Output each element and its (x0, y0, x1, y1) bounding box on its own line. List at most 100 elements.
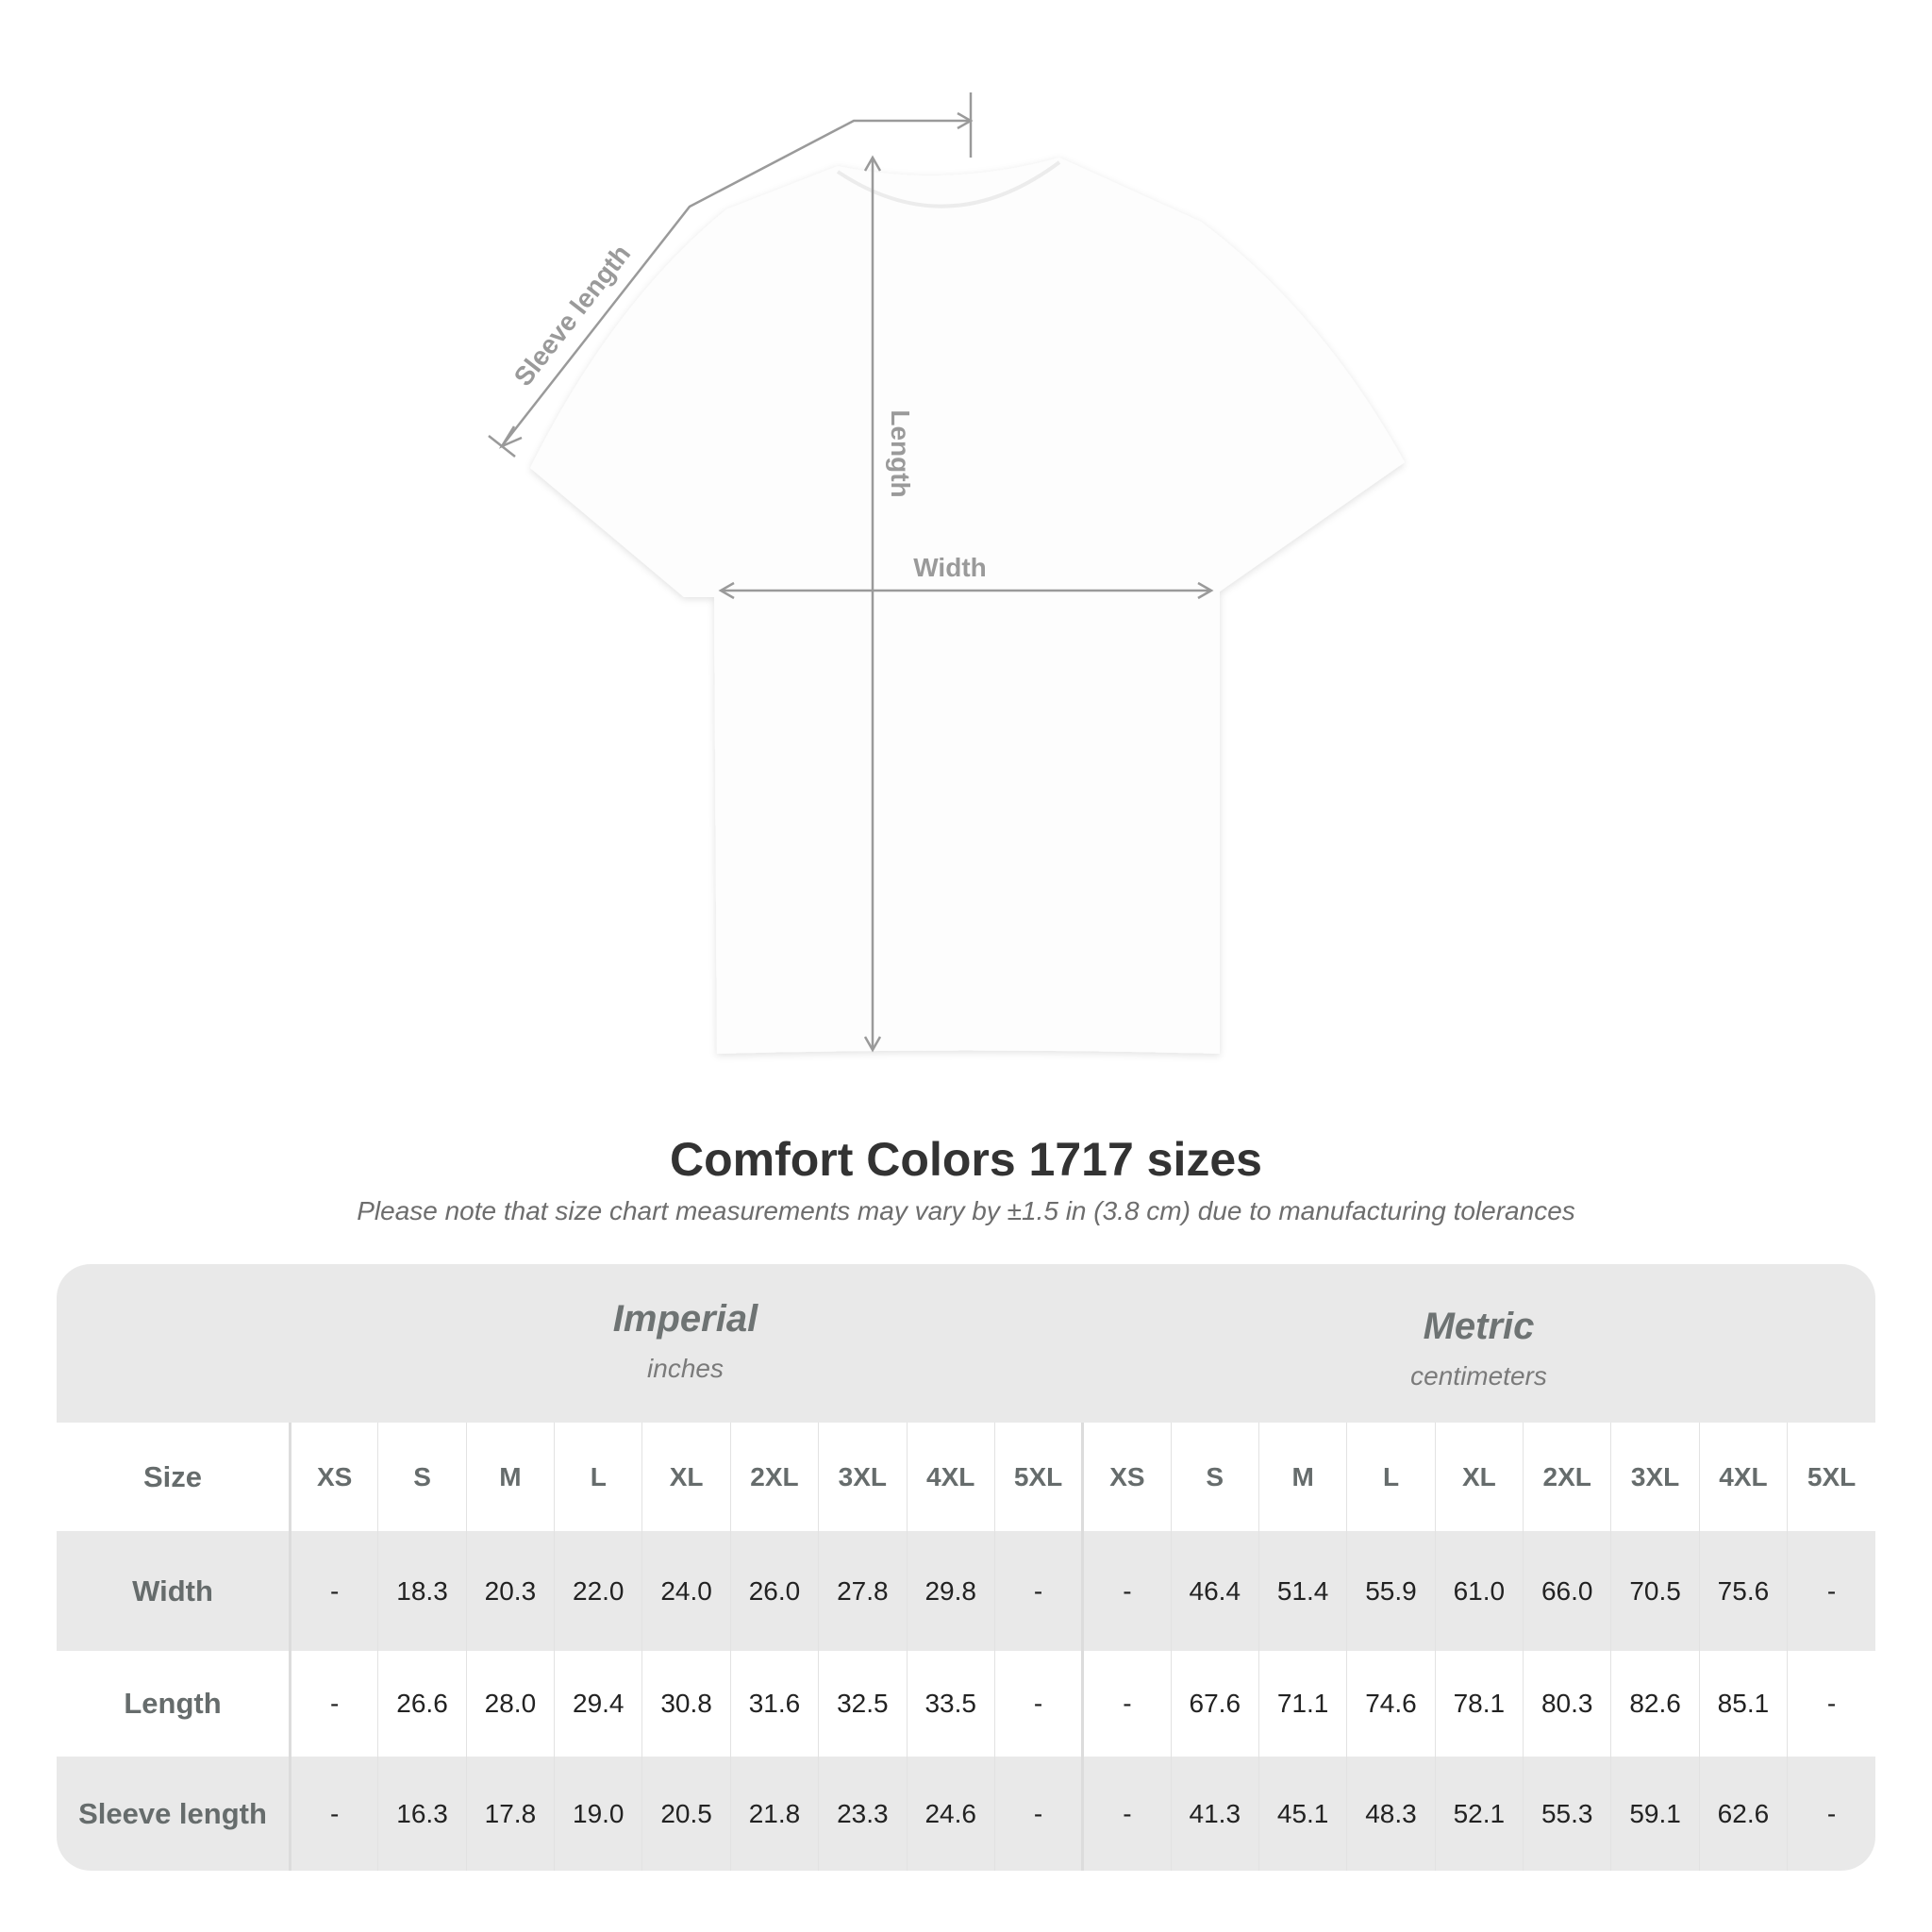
imperial-size-xl: XL (641, 1423, 731, 1531)
table-row: Sleeve length -16.3 17.8 19.0 20.5 21.8 23.3 24… (57, 1757, 1875, 1871)
metric-value-cell: 46.4 (1170, 1531, 1259, 1651)
imperial-value-cell: 23.3 (818, 1757, 908, 1871)
imperial-header: Imperial inches (289, 1298, 1082, 1384)
metric-size-5xl: 5XL (1787, 1423, 1875, 1531)
imperial-value-cell: 22.0 (554, 1531, 642, 1651)
imperial-value-cell: - (993, 1651, 1083, 1757)
imperial-size-2xl: 2XL (729, 1423, 819, 1531)
metric-value-cell: 66.0 (1523, 1531, 1611, 1651)
page-title: Comfort Colors 1717 sizes (670, 1133, 1262, 1186)
metric-value-cell: 51.4 (1257, 1531, 1347, 1651)
metric-value-cell: 45.1 (1257, 1757, 1347, 1871)
metric-value-cell: - (1787, 1531, 1875, 1651)
sleeve-length-line (501, 119, 971, 447)
imperial-value-cell: - (289, 1531, 378, 1651)
metric-value-cell: 71.1 (1257, 1651, 1347, 1757)
metric-value-cell: 61.0 (1434, 1531, 1524, 1651)
imperial-value-cell: - (289, 1651, 378, 1757)
tshirt-image (530, 158, 1405, 1054)
metric-size-xl: XL (1434, 1423, 1524, 1531)
width-arrow-icon (718, 581, 735, 600)
metric-size-l: L (1346, 1423, 1436, 1531)
imperial-value-cell: 32.5 (818, 1651, 908, 1757)
size-header-label: Size (57, 1423, 291, 1531)
imperial-size-l: L (554, 1423, 642, 1531)
imperial-title: Imperial (612, 1298, 758, 1340)
imperial-value-cell: 20.3 (465, 1531, 555, 1651)
length-label: Length (886, 409, 915, 497)
imperial-value-cell: 26.0 (729, 1531, 819, 1651)
metric-title: Metric (1423, 1306, 1535, 1347)
metric-value-cell: - (1081, 1531, 1172, 1651)
row-label: Length (57, 1651, 291, 1757)
metric-value-cell: 59.1 (1610, 1757, 1700, 1871)
imperial-value-cell: 24.0 (641, 1531, 731, 1651)
metric-value-cell: 85.1 (1698, 1651, 1788, 1757)
length-arrow-icon (863, 1036, 882, 1053)
length-arrow-icon (863, 155, 882, 172)
metric-value-cell: 52.1 (1434, 1757, 1524, 1871)
imperial-value-cell: - (993, 1531, 1083, 1651)
imperial-size-4xl: 4XL (906, 1423, 995, 1531)
imperial-value-cell: 20.5 (641, 1757, 731, 1871)
sleeve-arrow-icon (498, 425, 523, 449)
metric-value-cell: 67.6 (1170, 1651, 1259, 1757)
imperial-value-cell: 18.3 (377, 1531, 467, 1651)
imperial-unit: inches (647, 1354, 724, 1383)
metric-value-cell: 74.6 (1346, 1651, 1436, 1757)
metric-value-cell: 62.6 (1698, 1757, 1788, 1871)
metric-header: Metric centimeters (1082, 1306, 1875, 1391)
width-arrow-icon (1197, 581, 1214, 600)
imperial-size-xs: XS (289, 1423, 378, 1531)
imperial-value-cell: 26.6 (377, 1651, 467, 1757)
size-chart-table: Imperial inches Metric centimeters Size X… (57, 1264, 1875, 1871)
metric-value-cell: 55.3 (1523, 1757, 1611, 1871)
metric-value-cell: 41.3 (1170, 1757, 1259, 1871)
metric-value-cell: 75.6 (1698, 1531, 1788, 1651)
imperial-size-3xl: 3XL (818, 1423, 908, 1531)
imperial-value-cell: 24.6 (906, 1757, 995, 1871)
metric-size-4xl: 4XL (1698, 1423, 1788, 1531)
imperial-value-cell: 29.4 (554, 1651, 642, 1757)
row-label: Width (57, 1531, 291, 1651)
imperial-value-cell: 29.8 (906, 1531, 995, 1651)
table-row: Length -26.6 28.0 29.4 30.8 31.6 32.5 33.5- -67.… (57, 1651, 1875, 1757)
imperial-size-5xl: 5XL (993, 1423, 1083, 1531)
tshirt-measurement-diagram: Sleeve length Length Width (488, 92, 1405, 1054)
metric-value-cell: 55.9 (1346, 1531, 1436, 1651)
imperial-value-cell: 19.0 (554, 1757, 642, 1871)
metric-size-m: M (1257, 1423, 1347, 1531)
imperial-value-cell: - (289, 1757, 378, 1871)
imperial-value-cell: 16.3 (377, 1757, 467, 1871)
tolerance-note: Please note that size chart measurements… (357, 1196, 1575, 1225)
imperial-value-cell: 21.8 (729, 1757, 819, 1871)
imperial-value-cell: 27.8 (818, 1531, 908, 1651)
tshirt-collar (836, 160, 1061, 208)
metric-value-cell: 70.5 (1610, 1531, 1700, 1651)
metric-value-cell: - (1787, 1757, 1875, 1871)
metric-value-cell: 78.1 (1434, 1651, 1524, 1757)
imperial-value-cell: 28.0 (465, 1651, 555, 1757)
metric-size-3xl: 3XL (1610, 1423, 1700, 1531)
metric-size-s: S (1170, 1423, 1259, 1531)
metric-value-cell: 48.3 (1346, 1757, 1436, 1871)
imperial-value-cell: - (993, 1757, 1083, 1871)
imperial-value-cell: 33.5 (906, 1651, 995, 1757)
size-header-row: Size XS S M L XL 2XL 3XL 4XL 5XL XS S M L XL 2XL 3XL 4XL 5… (57, 1423, 1875, 1531)
metric-unit: centimeters (1410, 1361, 1547, 1391)
imperial-size-s: S (377, 1423, 467, 1531)
unit-header-band (57, 1264, 1875, 1423)
metric-value-cell: 80.3 (1523, 1651, 1611, 1757)
metric-value-cell: - (1081, 1651, 1172, 1757)
metric-value-cell: - (1081, 1757, 1172, 1871)
metric-value-cell: 82.6 (1610, 1651, 1700, 1757)
imperial-size-m: M (465, 1423, 555, 1531)
table-row: Width -18.3 20.3 22.0 24.0 26.0 27.8 29.8- -46.4… (57, 1531, 1875, 1651)
imperial-value-cell: 30.8 (641, 1651, 731, 1757)
width-label: Width (913, 553, 987, 582)
imperial-value-cell: 31.6 (729, 1651, 819, 1757)
size-table: Size XS S M L XL 2XL 3XL 4XL 5XL XS S M L XL 2XL 3XL 4XL 5… (57, 1423, 1875, 1871)
row-label: Sleeve length (57, 1757, 291, 1871)
metric-value-cell: - (1787, 1651, 1875, 1757)
metric-size-2xl: 2XL (1523, 1423, 1611, 1531)
